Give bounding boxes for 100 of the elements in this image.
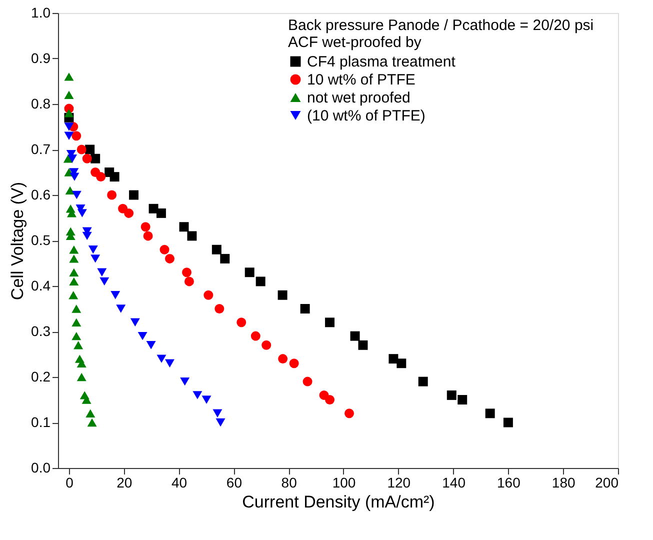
point [350,331,360,341]
x-tick-label: 40 [171,474,188,490]
point [503,418,513,428]
point [236,318,246,328]
point [192,391,202,400]
point [325,395,335,404]
point [156,354,166,363]
point [138,332,148,340]
point [87,418,97,427]
point [160,244,170,254]
point [68,290,78,300]
legend-label: (10 wt% of PTFE) [307,108,426,124]
point [65,186,75,195]
point [64,90,74,100]
y-tick-label: 0.7 [31,141,51,157]
point [90,154,100,164]
point [256,276,266,286]
y-tick-label: 0.0 [31,460,51,476]
point [164,254,174,264]
x-tick-label: 20 [116,474,132,490]
point [220,254,230,264]
point [74,341,84,350]
point [212,409,222,418]
point [70,172,80,181]
x-tick-label: 60 [226,474,242,490]
point [82,154,92,164]
point [204,290,214,300]
point [143,231,153,241]
point [446,390,456,400]
y-tick-label: 0.9 [31,50,51,66]
point [184,276,194,286]
point [182,268,192,278]
point [97,268,107,276]
point [129,190,139,200]
point [69,254,79,263]
point [179,222,189,232]
point [358,340,368,350]
point [76,372,86,382]
y-axis-title: Cell Voltage (V) [8,182,28,300]
point [278,354,288,364]
point [77,209,87,218]
x-tick-label: 80 [281,474,298,490]
x-tick-label: 200 [595,474,619,490]
point [69,245,79,254]
point [396,358,406,368]
x-tick-label: 100 [332,474,356,490]
point [116,304,126,313]
point [124,208,134,218]
point [82,232,92,240]
legend-title: ACF wet-proofed by [288,34,422,51]
y-tick-label: 0.5 [31,232,51,248]
point [302,376,312,386]
point [289,358,299,368]
y-tick-label: 1.0 [31,4,51,20]
point [86,409,96,418]
point [110,172,120,182]
point [180,377,190,386]
point [110,290,120,300]
point [146,341,156,350]
y-tick-label: 0.3 [31,323,51,339]
x-axis-title: Current Density (mA/cm²) [242,492,435,512]
y-tick-label: 0.8 [31,96,51,112]
point [72,332,82,340]
point [72,131,82,141]
point [344,408,354,418]
point [69,277,79,286]
legend-label: not wet proofed [307,90,410,106]
point [325,318,335,328]
point [69,268,79,276]
point [96,172,106,182]
point [107,190,117,200]
point [64,132,74,140]
y-tick-label: 0.4 [31,278,51,294]
point [244,268,254,278]
point [485,408,495,418]
y-tick-label: 0.1 [31,414,51,430]
x-tick-label: 180 [552,474,576,490]
point [388,354,398,364]
point [140,222,150,232]
x-tick-label: 120 [387,474,411,490]
point [250,331,260,341]
point [76,144,86,154]
x-tick-label: 160 [497,474,521,490]
legend-label: 10 wt% of PTFE [307,72,416,88]
legend-label: CF4 plasma treatment [307,54,456,70]
point [100,277,110,286]
y-tick-label: 0.2 [31,368,51,384]
point [72,318,82,327]
point [216,418,226,427]
point [278,290,288,300]
x-tick-label: 0 [66,474,74,490]
annotation: Back pressure Panode / Pcathode = 20/20 psi [288,17,594,34]
y-tick-label: 0.6 [31,186,51,202]
point [72,304,82,313]
point [187,231,197,241]
point [90,254,100,263]
point [214,304,224,314]
point [212,244,222,254]
point [418,376,428,386]
x-tick-label: 140 [442,474,466,490]
